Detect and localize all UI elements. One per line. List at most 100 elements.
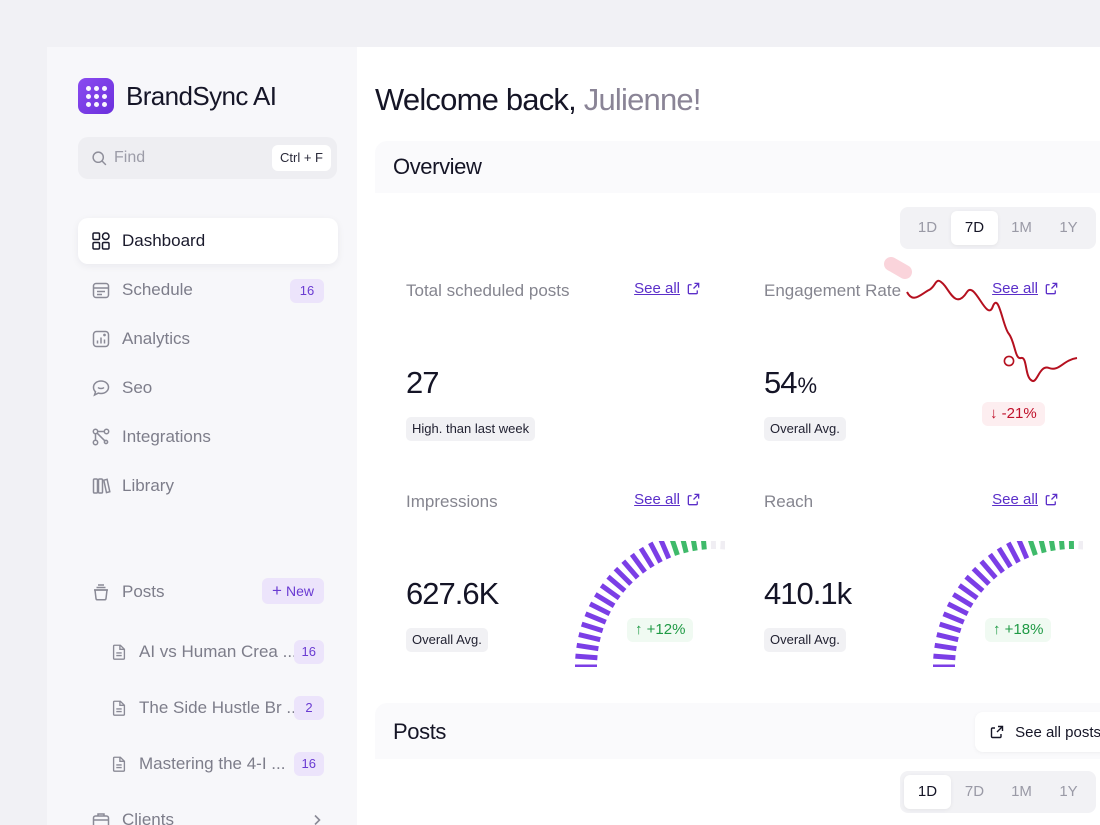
post-title: AI vs Human Crea ...	[139, 642, 297, 661]
post-count-badge: 16	[293, 640, 324, 664]
sidebar-item-label: Clients	[122, 810, 174, 825]
sidebar-item-label: Library	[122, 476, 174, 495]
sidebar-item-library[interactable]: Library	[78, 463, 338, 509]
gauge-tick	[933, 653, 956, 661]
document-icon	[112, 700, 126, 716]
period-1y[interactable]: 1Y	[1059, 783, 1078, 800]
dashboard-icon	[92, 232, 110, 250]
sidebar-item-label: Schedule	[122, 280, 193, 299]
reach-note: Overall Avg.	[764, 628, 846, 652]
overview-period-selector: 1D 7D 1M 1Y	[900, 207, 1096, 249]
welcome-heading: Welcome back, Julienne!	[375, 82, 701, 118]
post-count-badge: 2	[294, 696, 324, 720]
sidebar-item-label: Dashboard	[122, 231, 206, 250]
posts-panel: Posts See all posts 1D 7D 1M 1Y	[375, 703, 1100, 825]
impressions-value: 627.6K	[406, 576, 499, 611]
gauge-tick	[576, 642, 599, 652]
post-title: Mastering the 4-I ...	[139, 754, 286, 773]
overview-title: Overview	[393, 154, 482, 179]
external-link-icon	[687, 282, 700, 295]
sidebar-post-item[interactable]: The Side Hustle Br ... 2	[104, 680, 338, 736]
gauge-tick	[578, 632, 601, 643]
sidebar-item-clients[interactable]: Clients	[78, 805, 338, 825]
sidebar-post-item[interactable]: AI vs Human Crea ... 16	[104, 624, 338, 680]
external-link-icon	[990, 725, 1004, 739]
impressions-gauge	[575, 541, 725, 667]
gauge-tick	[580, 621, 604, 634]
period-1m[interactable]: 1M	[1011, 219, 1032, 236]
gauge-tick	[938, 621, 962, 634]
brand-logo-icon	[78, 78, 114, 114]
engagement-trend-line	[884, 257, 1078, 383]
library-icon	[92, 478, 111, 494]
gauge-tick	[680, 541, 689, 554]
engagement-rate-number: 54	[764, 365, 797, 400]
new-post-label: New	[285, 583, 314, 599]
gauge-tick	[964, 574, 985, 593]
external-link-icon	[687, 493, 700, 506]
sidebar: BrandSync AI Ctrl + F Dashboard Schedule…	[47, 47, 357, 825]
gauge-tick	[1016, 541, 1030, 560]
gauge-tick	[575, 653, 598, 661]
post-count-badge: 16	[293, 752, 324, 776]
period-1d[interactable]: 1D	[904, 775, 951, 809]
brand[interactable]: BrandSync AI	[78, 78, 277, 114]
gauge-tick	[691, 541, 698, 552]
gauge-tick	[1078, 541, 1083, 550]
gauge-tick	[996, 546, 1013, 569]
search-box[interactable]: Ctrl + F	[78, 137, 337, 179]
sidebar-item-dashboard[interactable]: Dashboard	[78, 218, 338, 264]
see-all-posts-button[interactable]: See all posts	[975, 712, 1100, 752]
see-all-posts-label: See all posts	[1015, 723, 1100, 741]
impressions-note: Overall Avg.	[406, 628, 488, 652]
welcome-greeting: Welcome back,	[375, 82, 577, 117]
engagement-rate-card: Engagement Rate See all 54% Overall Avg.…	[751, 257, 1079, 456]
period-1d[interactable]: 1D	[917, 219, 938, 236]
document-icon	[112, 756, 126, 772]
engagement-see-all-link[interactable]: See all	[992, 280, 1059, 297]
sidebar-item-analytics[interactable]: Analytics	[78, 316, 338, 362]
gauge-tick	[936, 632, 959, 643]
external-link-icon	[1045, 493, 1058, 506]
card-title: Total scheduled posts	[406, 281, 570, 300]
schedule-count-badge: 16	[290, 279, 324, 303]
sidebar-item-schedule[interactable]: Schedule 16	[78, 267, 338, 313]
gauge-tick	[979, 559, 998, 580]
post-title: The Side Hustle Br ...	[139, 698, 301, 717]
external-link-icon	[1045, 282, 1058, 295]
gauge-tick	[1059, 541, 1065, 550]
sidebar-posts-section[interactable]: Posts + New	[78, 575, 338, 609]
analytics-icon	[92, 330, 110, 348]
sidebar-item-integrations[interactable]: Integrations	[78, 414, 338, 460]
gauge-tick	[720, 541, 725, 550]
gauge-tick	[1028, 541, 1038, 556]
gauge-tick	[648, 541, 663, 564]
sidebar-post-item[interactable]: Mastering the 4-I ... 16	[104, 736, 338, 792]
period-1m[interactable]: 1M	[1011, 783, 1032, 800]
gauge-tick	[621, 559, 640, 580]
gauge-tick	[584, 611, 607, 625]
new-post-button[interactable]: + New	[262, 578, 324, 604]
overview-body: 1D 7D 1M 1Y Total scheduled posts See al…	[375, 193, 1100, 687]
sidebar-item-label: Analytics	[122, 329, 191, 348]
welcome-user-name: Julienne!	[583, 82, 702, 117]
scheduled-see-all-link[interactable]: See all	[634, 280, 701, 297]
chat-bubble-icon	[92, 380, 110, 397]
impressions-see-all-link[interactable]: See all	[634, 491, 701, 508]
gauge-tick	[934, 642, 957, 652]
card-title: Engagement Rate	[764, 281, 902, 300]
plus-icon: +	[272, 581, 282, 600]
engagement-delta-badge: ↓ -21%	[982, 402, 1045, 426]
sidebar-posts-label: Posts	[122, 582, 165, 601]
period-1y[interactable]: 1Y	[1059, 219, 1078, 236]
search-input[interactable]	[114, 149, 264, 167]
sidebar-item-seo[interactable]: Seo	[78, 365, 338, 411]
sidebar-nav: Dashboard Schedule 16 Analytics Seo Inte…	[78, 218, 338, 512]
gauge-tick	[971, 566, 991, 586]
posts-panel-title: Posts	[393, 719, 447, 744]
gauge-tick	[946, 601, 969, 617]
period-7d[interactable]: 7D	[951, 211, 998, 245]
period-7d[interactable]: 7D	[964, 783, 985, 800]
reach-see-all-link[interactable]: See all	[992, 491, 1059, 508]
sidebar-item-label: Seo	[122, 378, 153, 397]
